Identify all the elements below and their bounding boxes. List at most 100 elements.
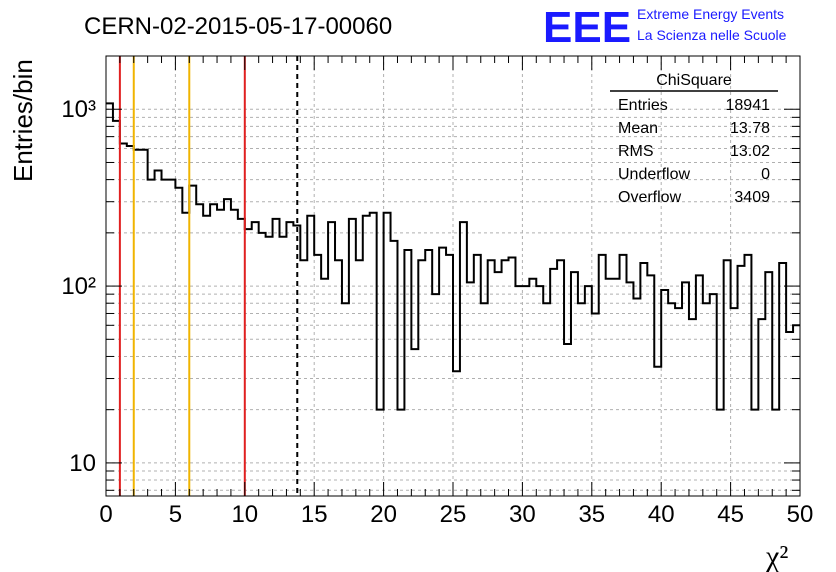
- histogram-bin: [502, 260, 509, 496]
- histogram-bin: [543, 303, 550, 496]
- histogram-bin: [391, 241, 398, 496]
- histogram-bin: [474, 255, 481, 496]
- histogram-bin: [120, 144, 127, 496]
- axis-ticks: [105, 55, 801, 496]
- histogram-bin: [585, 286, 592, 496]
- histogram-bin: [689, 319, 696, 496]
- histogram-bin: [627, 282, 634, 496]
- histogram-bin: [148, 180, 155, 496]
- histogram-bin: [134, 150, 141, 496]
- histogram-bin: [765, 272, 772, 496]
- y-tick-label: 10: [69, 450, 96, 477]
- histogram-bin: [196, 204, 203, 496]
- grid-lines: [106, 55, 800, 496]
- x-tick-label: 45: [717, 501, 744, 528]
- histogram-bin: [349, 219, 356, 496]
- histogram-bin: [238, 219, 245, 496]
- y-tick-label: 10³: [61, 96, 96, 123]
- histogram-bin: [356, 260, 363, 496]
- histogram-bin: [175, 188, 182, 496]
- histogram-bin: [141, 150, 148, 496]
- x-tick-label: 35: [578, 501, 605, 528]
- histogram-bin: [606, 279, 613, 496]
- histogram-bin: [168, 180, 175, 496]
- x-tick-label: 25: [440, 501, 467, 528]
- histogram-bin: [224, 199, 231, 496]
- histogram-bin: [550, 269, 557, 496]
- histogram-bin: [675, 308, 682, 496]
- x-tick-label: 40: [648, 501, 675, 528]
- stats-underflow-label: Underflow: [618, 166, 690, 183]
- histogram-bin: [620, 255, 627, 496]
- histogram-bin: [758, 319, 765, 496]
- histogram-bin: [717, 410, 724, 496]
- y-axis-label: Entries/bin: [8, 59, 38, 182]
- histogram-bin: [384, 213, 391, 496]
- stats-box-title: ChiSquare: [656, 72, 732, 89]
- histogram-bin: [731, 308, 738, 496]
- histogram-bin: [335, 260, 342, 496]
- histogram-bin: [710, 294, 717, 496]
- x-tick-label: 30: [509, 501, 536, 528]
- stats-rms-label: RMS: [618, 143, 654, 160]
- tick-labels: 0 5 10 15 20 25 30 35 40 45 50 10 10² 10³: [61, 96, 813, 528]
- x-tick-label: 0: [99, 501, 112, 528]
- histogram-bin: [363, 216, 370, 496]
- y-tick-label: 10²: [61, 273, 96, 300]
- histogram-bin: [592, 313, 599, 496]
- histogram-bin: [751, 410, 758, 496]
- histogram-bin: [613, 279, 620, 496]
- histogram-bin: [793, 325, 800, 496]
- histogram-bin: [259, 233, 266, 496]
- histogram-bin: [321, 279, 328, 496]
- histogram-bin: [266, 237, 273, 496]
- histogram-bin: [696, 275, 703, 496]
- stats-mean-value: 13.78: [730, 120, 770, 137]
- histogram-bin: [495, 272, 502, 496]
- histogram-bin: [481, 303, 488, 496]
- histogram-bin: [564, 344, 571, 496]
- logo-subtitle-line1: Extreme Energy Events: [637, 6, 784, 22]
- cut-lines: [118, 56, 299, 496]
- stats-entries-value: 18941: [726, 97, 771, 114]
- histogram-bin: [273, 219, 280, 496]
- x-tick-label: 10: [231, 501, 258, 528]
- histogram-bin: [557, 260, 564, 496]
- histogram-bin: [439, 248, 446, 496]
- histogram-bin: [724, 260, 731, 496]
- histogram-bin: [300, 260, 307, 496]
- histogram-bin: [654, 367, 661, 496]
- histogram-bin: [633, 299, 640, 496]
- histogram-bin: [217, 210, 224, 496]
- histogram-bin: [252, 222, 259, 496]
- histogram-bin: [314, 255, 321, 496]
- stats-underflow-value: 0: [761, 166, 770, 183]
- histogram-bin: [155, 171, 162, 496]
- stats-rms-value: 13.02: [730, 143, 770, 160]
- run-title: CERN-02-2015-05-17-00060: [84, 13, 392, 40]
- histogram-bin: [515, 286, 522, 496]
- x-axis-label: χ²: [765, 540, 788, 572]
- logo-subtitle-line2: La Scienza nelle Scuole: [637, 27, 787, 43]
- histogram-outline: [106, 102, 800, 411]
- histogram-bin: [280, 237, 287, 496]
- histogram-bin: [772, 410, 779, 496]
- histogram-bin: [647, 275, 654, 496]
- stats-overflow-value: 3409: [734, 189, 770, 206]
- histogram-bin: [779, 263, 786, 496]
- histogram-bin: [231, 210, 238, 496]
- histogram-bin: [446, 255, 453, 496]
- histogram-bin: [738, 266, 745, 496]
- histogram-bin: [127, 146, 134, 496]
- histogram-bin: [307, 216, 314, 496]
- histogram-bin: [182, 213, 189, 496]
- histogram-series: [106, 102, 800, 496]
- histogram-bin: [245, 229, 252, 496]
- histogram-bin: [640, 263, 647, 496]
- histogram-bin: [744, 255, 751, 496]
- stats-overflow-label: Overflow: [618, 189, 682, 206]
- histogram-bin: [397, 410, 404, 496]
- stats-box: ChiSquare Entries 18941 Mean 13.78 RMS 1…: [610, 72, 778, 206]
- histogram-bin: [210, 204, 217, 496]
